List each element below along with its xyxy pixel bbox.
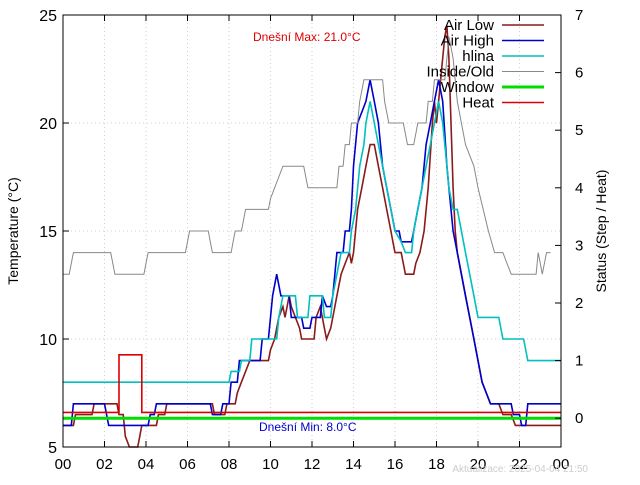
y-left-axis-label: Temperature (°C) [5,177,21,285]
y-right-tick-label: 0 [575,410,583,427]
y-left-tick-label: 10 [39,332,57,349]
y-right-tick-label: 2 [575,295,583,312]
x-tick-label: 22 [511,456,528,473]
x-tick-label: 10 [262,456,279,473]
legend-label: Air Low [444,17,494,34]
y-left-tick-label: 5 [48,440,57,457]
y-right-axis-label: Status (Step / Heat) [593,170,609,293]
y-right-tick-label: 4 [575,180,583,197]
y-left-tick-label: 25 [39,8,57,25]
series-group [63,25,561,448]
updated-timestamp: Aktualizace: 2025-04-04 21:50 [452,464,588,475]
axis-ticks [62,14,562,448]
y-right-tick-label: 6 [575,65,583,82]
x-tick-label: 08 [221,456,238,473]
x-tick-label: 18 [428,456,445,473]
legend-label: Window [441,79,495,96]
x-tick-label: 06 [179,456,196,473]
series-line-air-high [63,79,561,427]
legend-label: hlina [462,48,494,65]
x-tick-label: 00 [553,456,570,473]
x-tick-label: 02 [96,456,113,473]
legend-label: Heat [462,95,495,112]
series-line-hlina [63,101,561,383]
x-tick-label: 00 [55,456,72,473]
y-right-tick-label: 7 [575,7,583,24]
x-tick-label: 04 [138,456,155,473]
min-annotation: Dnešní Min: 8.0°C [259,420,357,434]
series-line-air-low [63,25,561,448]
series-line-heat [63,354,561,414]
y-left-tick-label: 20 [39,116,57,133]
legend-label: Inside/Old [426,64,494,81]
x-tick-label: 16 [387,456,404,473]
max-annotation: Dnešní Max: 21.0°C [253,30,361,44]
x-tick-label: 20 [470,456,487,473]
y-right-tick-label: 1 [575,353,583,370]
legend-label: Air High [441,33,494,50]
y-left-tick-label: 15 [39,224,57,241]
x-tick-label: 12 [304,456,321,473]
y-right-tick-label: 3 [575,237,583,254]
y-right-tick-label: 5 [575,122,583,139]
series-line-inside-old [63,36,551,275]
x-tick-label: 14 [345,456,362,473]
